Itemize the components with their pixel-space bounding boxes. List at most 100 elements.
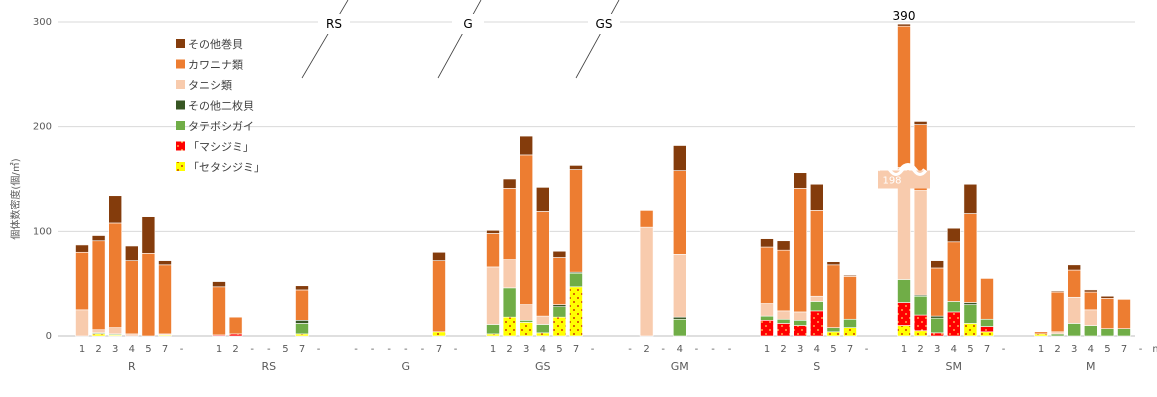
bar-segment	[947, 301, 960, 311]
bar-segment	[844, 328, 857, 336]
bar-segment	[1035, 334, 1048, 336]
section-divider-line	[438, 0, 481, 78]
bar-segment	[964, 323, 977, 336]
x-tick-label: -	[387, 344, 391, 355]
bar-segment	[213, 287, 226, 335]
x-tick-label: 2	[232, 344, 238, 355]
bar-segment	[981, 327, 994, 332]
bar-segment	[92, 236, 105, 241]
x-axis-labels: 1 2 3 4 5 7 -R1 2- -5 7 -RS- - - - -7 -G1 2 3 4 5 7 -GS- 2-4- -…	[79, 344, 1157, 373]
x-tick-label: m	[1152, 344, 1157, 355]
bar-segment	[898, 303, 911, 326]
bar-segment	[1101, 329, 1114, 336]
annotations: 390 198 RS G GS	[302, 0, 930, 188]
x-tick-label: 1	[490, 344, 496, 355]
bar-segment	[553, 258, 566, 305]
bar-segment	[503, 317, 516, 336]
bar-segment	[520, 136, 533, 155]
bar-segment	[553, 317, 566, 336]
bar-segment	[1084, 292, 1097, 310]
bar-segment	[1118, 299, 1131, 328]
bar-segment	[487, 230, 500, 233]
x-tick-label: -	[728, 344, 732, 355]
x-tick-label: 1	[764, 344, 770, 355]
x-tick-label: -	[180, 344, 184, 355]
bar-segment	[844, 276, 857, 319]
x-tick-label: 4	[1088, 344, 1094, 355]
bar-segment	[981, 319, 994, 326]
bar-segment	[964, 184, 977, 213]
x-tick-label: 5	[1104, 344, 1110, 355]
bar-segment	[92, 334, 105, 336]
x-tick-label: -	[250, 344, 254, 355]
bar-segment	[931, 333, 944, 336]
section-label: GS	[596, 17, 613, 31]
bar-segment	[844, 319, 857, 327]
x-tick-label: 2	[95, 344, 101, 355]
bar-segment	[1084, 310, 1097, 326]
bar-segment	[570, 165, 583, 169]
x-tick-label: 3	[797, 344, 803, 355]
bar-segment	[92, 330, 105, 333]
bar-segment	[777, 311, 790, 319]
bar-segment	[1068, 297, 1081, 323]
bar-segment	[1035, 332, 1048, 334]
bar-segment	[898, 326, 911, 336]
bar-segment	[536, 211, 549, 316]
bar-segment	[810, 311, 823, 336]
legend-swatch	[176, 101, 185, 110]
legend-label: 「マシジミ」	[188, 141, 254, 154]
bar-segment	[1084, 290, 1097, 292]
x-tick-label: 7	[573, 344, 579, 355]
break-value-label: 198	[882, 175, 901, 186]
bar-segment	[76, 252, 89, 310]
bar-segment	[914, 121, 927, 124]
section-label: RS	[326, 17, 342, 31]
x-tick-label: 7	[984, 344, 990, 355]
bar-segment	[159, 265, 172, 334]
x-tick-label: -	[628, 344, 632, 355]
x-tick-label: 5	[830, 344, 836, 355]
bar-segment	[794, 312, 807, 320]
bar-segment	[810, 184, 823, 210]
bar-segment	[76, 245, 89, 252]
group-label: S	[813, 360, 820, 373]
group-label: RS	[261, 360, 276, 373]
bar-segment	[142, 253, 155, 336]
bar-segment	[570, 273, 583, 287]
bar-segment	[1068, 323, 1081, 336]
bar-segment	[827, 265, 840, 328]
legend-label: タニシ類	[188, 79, 232, 92]
x-tick-label: 2	[917, 344, 923, 355]
bar-segment	[673, 146, 686, 171]
bar-segment	[931, 268, 944, 316]
bar-segment	[433, 332, 446, 336]
x-tick-label: 4	[951, 344, 957, 355]
x-tick-label: -	[1002, 344, 1006, 355]
bar-segment	[827, 332, 840, 336]
bar-segment	[981, 332, 994, 336]
bar-segment	[570, 170, 583, 273]
bar-segment	[503, 188, 516, 259]
bar-segment	[296, 286, 309, 290]
bar-segment	[914, 331, 927, 336]
bar-segment	[673, 319, 686, 336]
x-tick-label: 4	[129, 344, 135, 355]
bar-segment	[810, 210, 823, 296]
bar-segment	[487, 324, 500, 333]
legend-swatch	[176, 162, 185, 171]
bar-segment	[296, 320, 309, 323]
bar-segment	[931, 318, 944, 333]
x-tick-label: 2	[506, 344, 512, 355]
legend-label: その他二枚貝	[188, 99, 254, 113]
legend-label: カワニナ類	[188, 59, 243, 72]
x-tick-label: 5	[556, 344, 562, 355]
y-tick-label: 0	[46, 331, 52, 342]
bar-segment	[1118, 329, 1131, 336]
bar-segment	[1051, 292, 1064, 332]
legend-swatch	[176, 142, 185, 151]
legend-label: その他巻貝	[188, 38, 243, 51]
x-tick-label: -	[454, 344, 458, 355]
bar-segment	[296, 334, 309, 336]
